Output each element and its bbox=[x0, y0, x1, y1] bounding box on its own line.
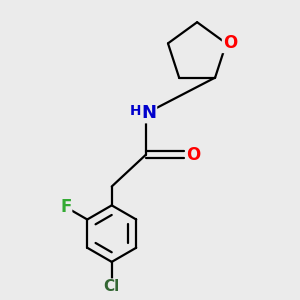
Text: N: N bbox=[141, 104, 156, 122]
Text: F: F bbox=[60, 198, 71, 216]
Text: H: H bbox=[130, 104, 141, 118]
Text: O: O bbox=[186, 146, 200, 164]
Text: O: O bbox=[223, 34, 237, 52]
Text: Cl: Cl bbox=[103, 279, 120, 294]
